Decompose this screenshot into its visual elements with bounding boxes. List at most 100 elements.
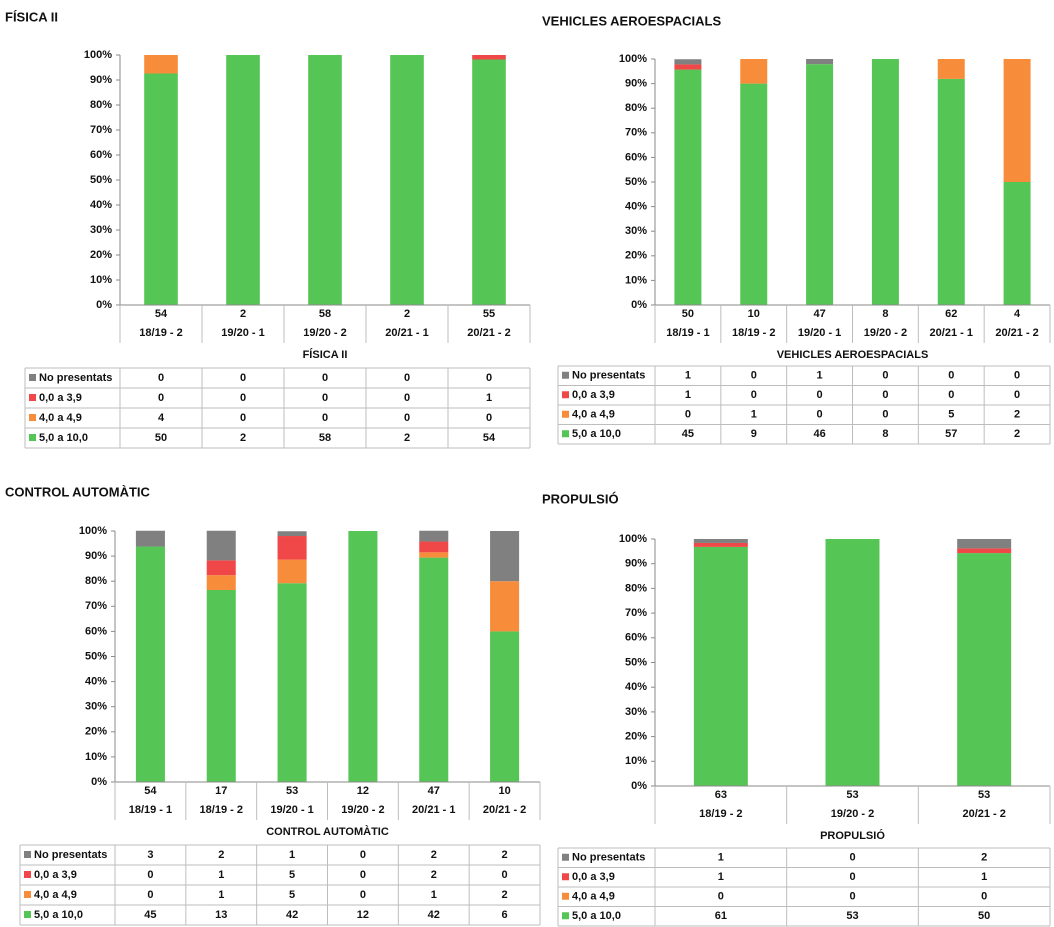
table-cell: 0 — [486, 412, 492, 424]
table-cell: 1 — [431, 889, 437, 901]
legend-label: 5,0 a 10,0 — [572, 428, 621, 440]
category-label: 18/19 - 2 — [732, 327, 775, 339]
table-cell: 0 — [147, 889, 153, 901]
legend-swatch — [29, 434, 36, 441]
legend-swatch — [562, 410, 569, 418]
category-label: 19/20 - 1 — [270, 804, 313, 816]
legend-label: No presentats — [34, 849, 107, 861]
table-cell: 0 — [817, 389, 823, 401]
x-axis-label: CONTROL AUTOMÀTIC — [266, 825, 389, 838]
y-tick-label: 10% — [625, 274, 647, 286]
table-cell: 0 — [240, 372, 246, 384]
legend-swatch — [562, 892, 569, 900]
table-cell: 0 — [849, 852, 855, 864]
y-tick-label: 70% — [85, 600, 107, 612]
legend-label: 4,0 a 4,9 — [572, 891, 615, 903]
table-cell: 1 — [486, 392, 492, 404]
bar-segment — [206, 575, 236, 590]
category-label: 19/20 - 1 — [221, 327, 264, 339]
x-axis-label: PROPULSIÓ — [820, 829, 885, 842]
table-cell: 45 — [682, 428, 694, 440]
bar-segment — [472, 55, 506, 60]
bar-segment — [206, 589, 236, 782]
table-cell: 1 — [218, 869, 224, 881]
category-count: 53 — [846, 789, 858, 801]
legend-swatch — [562, 873, 569, 881]
legend-label: 4,0 a 4,9 — [572, 409, 615, 421]
y-tick-label: 10% — [85, 751, 107, 763]
y-tick-label: 10% — [625, 755, 647, 767]
y-tick-label: 40% — [625, 201, 647, 213]
legend-swatch — [29, 374, 36, 381]
table-cell: 2 — [431, 849, 437, 861]
table-cell: 0 — [360, 849, 366, 861]
legend-label: 0,0 a 3,9 — [572, 389, 615, 401]
y-tick-label: 90% — [85, 550, 107, 562]
table-cell: 1 — [685, 389, 691, 401]
bar-segment — [308, 55, 342, 305]
bar-segment — [472, 59, 506, 305]
table-cell: 1 — [718, 871, 724, 883]
table-cell: 1 — [981, 871, 987, 883]
legend-label: 5,0 a 10,0 — [34, 909, 83, 921]
table-cell: 0 — [322, 392, 328, 404]
category-label: 19/20 - 2 — [831, 808, 874, 820]
category-label: 18/19 - 1 — [129, 804, 172, 816]
bar-segment — [1003, 59, 1031, 182]
table-cell: 5 — [289, 889, 295, 901]
bar-segment — [937, 78, 965, 306]
table-cell: 0 — [751, 370, 757, 382]
bar-segment — [806, 59, 834, 65]
legend-label: 4,0 a 4,9 — [34, 889, 77, 901]
table-cell: 0 — [360, 889, 366, 901]
legend-swatch — [24, 911, 31, 918]
category-count: 50 — [682, 308, 694, 320]
chart-title: PROPULSIÓ — [542, 491, 619, 506]
legend-swatch — [29, 394, 36, 401]
category-label: 19/20 - 2 — [341, 804, 384, 816]
table-cell: 1 — [751, 409, 757, 421]
category-count: 12 — [357, 785, 369, 797]
y-tick-label: 60% — [625, 151, 647, 163]
y-tick-label: 20% — [85, 726, 107, 738]
bar-segment — [419, 530, 449, 542]
y-tick-label: 80% — [90, 99, 112, 111]
y-tick-label: 30% — [625, 225, 647, 237]
y-tick-label: 0% — [631, 299, 647, 311]
category-label: 19/20 - 1 — [798, 327, 841, 339]
y-tick-label: 0% — [631, 780, 647, 792]
legend-swatch — [29, 414, 36, 421]
bar-segment — [1003, 182, 1031, 305]
bar-segment — [277, 583, 307, 782]
legend-label: No presentats — [39, 372, 112, 384]
table-cell: 54 — [483, 432, 496, 444]
table-cell: 3 — [147, 849, 153, 861]
category-count: 17 — [215, 785, 227, 797]
table-cell: 8 — [882, 428, 888, 440]
y-tick-label: 80% — [85, 575, 107, 587]
legend-swatch — [24, 871, 31, 878]
table-cell: 50 — [978, 910, 990, 922]
legend-label: No presentats — [572, 370, 645, 382]
legend-label: 0,0 a 3,9 — [34, 869, 77, 881]
table-cell: 0 — [882, 389, 888, 401]
table-cell: 5 — [948, 409, 954, 421]
y-tick-label: 30% — [625, 706, 647, 718]
y-tick-label: 50% — [625, 176, 647, 188]
category-count: 8 — [882, 308, 888, 320]
legend-swatch — [24, 891, 31, 898]
y-tick-label: 90% — [90, 74, 112, 86]
table-cell: 1 — [289, 849, 295, 861]
y-tick-label: 70% — [90, 124, 112, 136]
y-tick-label: 20% — [625, 731, 647, 743]
legend-swatch — [562, 853, 569, 861]
bar-segment — [419, 557, 449, 782]
category-count: 62 — [945, 308, 957, 320]
legend-swatch — [562, 391, 569, 399]
y-tick-label: 100% — [79, 525, 107, 537]
y-tick-label: 100% — [619, 533, 647, 545]
category-label: 20/21 - 2 — [483, 804, 526, 816]
category-label: 19/20 - 2 — [864, 327, 907, 339]
bar-segment — [135, 546, 165, 782]
table-cell: 58 — [319, 432, 331, 444]
